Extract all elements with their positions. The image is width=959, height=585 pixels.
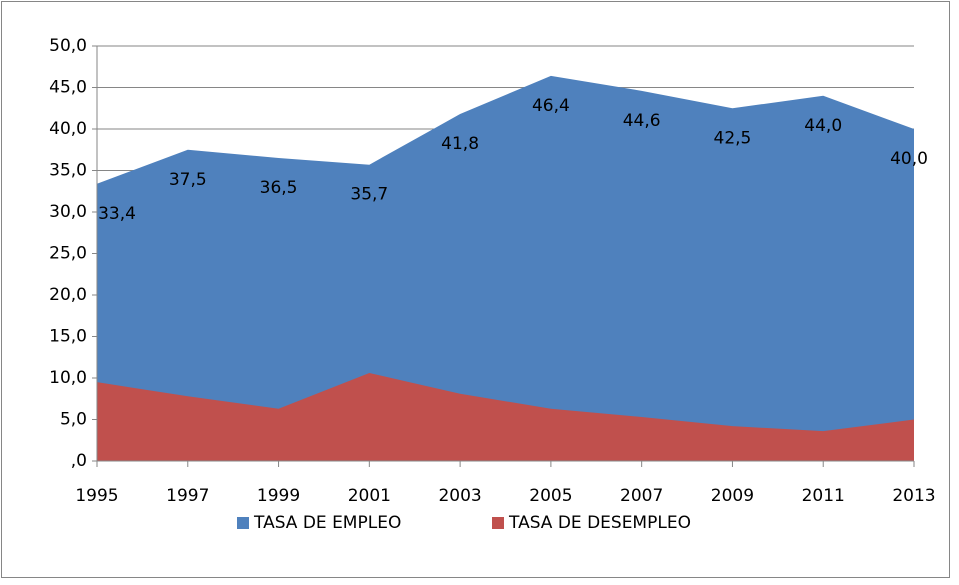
y-tick-label: ,0 <box>71 451 87 471</box>
data-label: 33,4 <box>98 204 136 224</box>
legend-swatch <box>237 517 249 529</box>
data-label: 44,6 <box>623 111 661 131</box>
data-label: 41,8 <box>441 134 479 154</box>
y-tick-label: 10,0 <box>49 368 87 388</box>
y-tick-label: 15,0 <box>49 327 87 347</box>
legend-label: TASA DE DESEMPLEO <box>508 513 691 533</box>
legend-label: TASA DE EMPLEO <box>253 513 401 533</box>
y-tick-label: 45,0 <box>49 78 87 98</box>
y-tick-label: 25,0 <box>49 244 87 264</box>
y-tick-label: 20,0 <box>49 285 87 305</box>
x-tick-label: 1995 <box>75 486 118 506</box>
x-tick-label: 2001 <box>348 486 391 506</box>
data-label: 44,0 <box>804 116 842 136</box>
y-tick-label: 30,0 <box>49 202 87 222</box>
y-tick-label: 40,0 <box>49 119 87 139</box>
x-tick-label: 1999 <box>257 486 300 506</box>
x-tick-label: 2009 <box>711 486 754 506</box>
data-label: 37,5 <box>169 170 207 190</box>
y-tick-label: 5,0 <box>60 410 87 430</box>
x-tick-label: 2005 <box>529 486 572 506</box>
y-tick-label: 50,0 <box>49 36 87 56</box>
data-label: 35,7 <box>350 185 388 205</box>
x-tick-label: 2007 <box>620 486 663 506</box>
x-tick-label: 2013 <box>892 486 935 506</box>
area <box>97 373 914 461</box>
x-tick-label: 1997 <box>166 486 209 506</box>
data-label: 46,4 <box>532 96 570 116</box>
x-tick-label: 2011 <box>802 486 845 506</box>
legend-swatch <box>492 517 504 529</box>
y-tick-label: 35,0 <box>49 161 87 181</box>
data-label: 40,0 <box>890 149 928 169</box>
data-label: 36,5 <box>260 178 298 198</box>
area <box>97 75 914 461</box>
data-label: 42,5 <box>714 128 752 148</box>
x-tick-label: 2003 <box>438 486 481 506</box>
